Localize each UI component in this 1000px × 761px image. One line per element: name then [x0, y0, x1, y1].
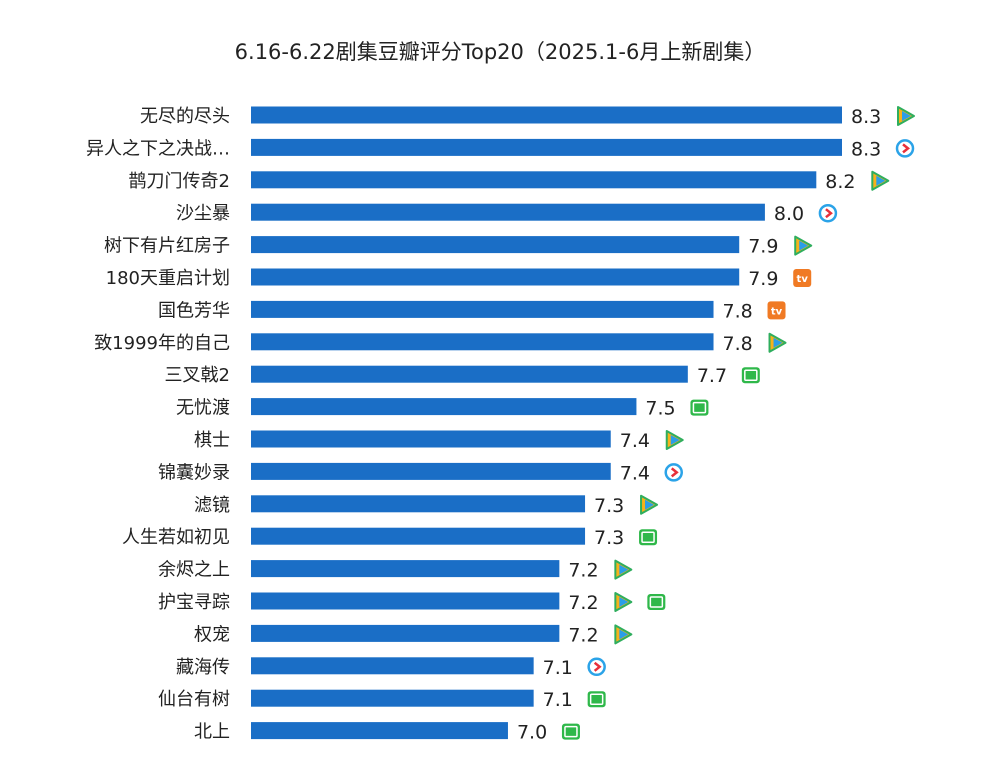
- tencent-video-icon: [614, 592, 633, 612]
- data-label: 7.2: [568, 624, 598, 646]
- data-label: 7.2: [568, 592, 598, 614]
- iqiyi-icon: [741, 367, 760, 384]
- data-label: 7.7: [697, 365, 727, 387]
- data-label: 8.2: [825, 171, 855, 193]
- data-label: 7.4: [620, 462, 650, 484]
- data-label: 8.3: [851, 138, 881, 160]
- data-label: 7.4: [620, 430, 650, 452]
- bar: [251, 722, 508, 740]
- category-label: 护宝寻踪: [158, 592, 230, 613]
- data-label: 7.1: [543, 689, 573, 711]
- category-label: 人生若如初见: [122, 527, 230, 548]
- bar: [251, 624, 560, 642]
- data-label: 7.2: [568, 560, 598, 582]
- category-label: 三叉戟2: [165, 365, 230, 386]
- bar: [251, 462, 611, 480]
- data-label: 8.3: [851, 106, 881, 128]
- data-label: 7.1: [543, 657, 573, 679]
- youku-icon: [895, 139, 915, 158]
- tencent-video-icon: [614, 624, 633, 645]
- category-label: 棋士: [194, 430, 230, 451]
- bar: [251, 657, 534, 675]
- iqiyi-icon: [639, 529, 658, 546]
- bar: [251, 236, 740, 254]
- tencent-video-icon: [897, 106, 915, 126]
- data-label: 7.5: [645, 398, 675, 420]
- iqiyi-icon: [690, 399, 709, 416]
- tencent-video-icon: [640, 494, 659, 515]
- bar: [251, 430, 611, 448]
- category-label: 余烬之上: [158, 560, 230, 581]
- data-label: 7.3: [594, 527, 624, 549]
- youku-icon: [664, 463, 683, 482]
- category-label: 无忧渡: [176, 398, 230, 419]
- bar: [251, 689, 534, 707]
- bar: [251, 171, 817, 189]
- data-label: 7.8: [723, 300, 753, 322]
- chart-title: 6.16-6.22剧集豆瓣评分Top20（2025.1-6月上新剧集）: [234, 40, 766, 64]
- bar: [251, 106, 842, 124]
- category-label: 180天重启计划: [106, 268, 230, 289]
- category-label: 藏海传: [176, 657, 230, 678]
- bar: [251, 138, 842, 156]
- bar: [251, 527, 586, 545]
- youku-icon: [587, 657, 606, 677]
- bar: [251, 333, 714, 351]
- svg-text:tv: tv: [797, 274, 809, 285]
- category-label: 沙尘暴: [176, 203, 230, 224]
- bar: [251, 398, 637, 416]
- category-label: 权宠: [194, 624, 230, 645]
- category-label: 国色芳华: [158, 300, 230, 321]
- data-label: 8.0: [774, 203, 804, 225]
- bar: [251, 268, 740, 286]
- bar: [251, 300, 714, 318]
- bar: [251, 365, 688, 383]
- bar: [251, 495, 586, 513]
- bar: [251, 592, 560, 610]
- category-label: 树下有片红房子: [104, 236, 230, 257]
- iqiyi-icon: [561, 723, 580, 740]
- category-label: 北上: [194, 722, 230, 743]
- tencent-video-icon: [614, 559, 633, 580]
- data-label: 7.3: [594, 495, 624, 517]
- youku-icon: [818, 203, 838, 223]
- tencent-video-icon: [871, 170, 890, 191]
- category-label: 无尽的尽头: [140, 106, 230, 127]
- mango-tv-icon: tv: [793, 269, 812, 287]
- bar: [251, 203, 765, 221]
- category-label: 异人之下之决战…: [86, 138, 230, 159]
- data-label: 7.9: [748, 236, 778, 258]
- bar: [251, 560, 560, 578]
- category-label: 锦囊妙录: [158, 462, 230, 483]
- svg-text:tv: tv: [771, 306, 783, 317]
- iqiyi-icon: [647, 594, 666, 610]
- iqiyi-icon: [587, 691, 606, 708]
- mango-tv-icon: tv: [767, 301, 786, 320]
- tencent-video-icon: [794, 235, 813, 256]
- category-label: 滤镜: [194, 495, 230, 516]
- tencent-video-icon: [768, 332, 787, 353]
- data-label: 7.0: [517, 722, 547, 744]
- category-label: 致1999年的自己: [94, 333, 230, 354]
- tencent-video-icon: [665, 430, 684, 450]
- category-label: 仙台有树: [158, 689, 230, 710]
- category-label: 鹊刀门传奇2: [129, 171, 230, 192]
- data-label: 7.8: [723, 333, 753, 355]
- data-label: 7.9: [748, 268, 778, 290]
